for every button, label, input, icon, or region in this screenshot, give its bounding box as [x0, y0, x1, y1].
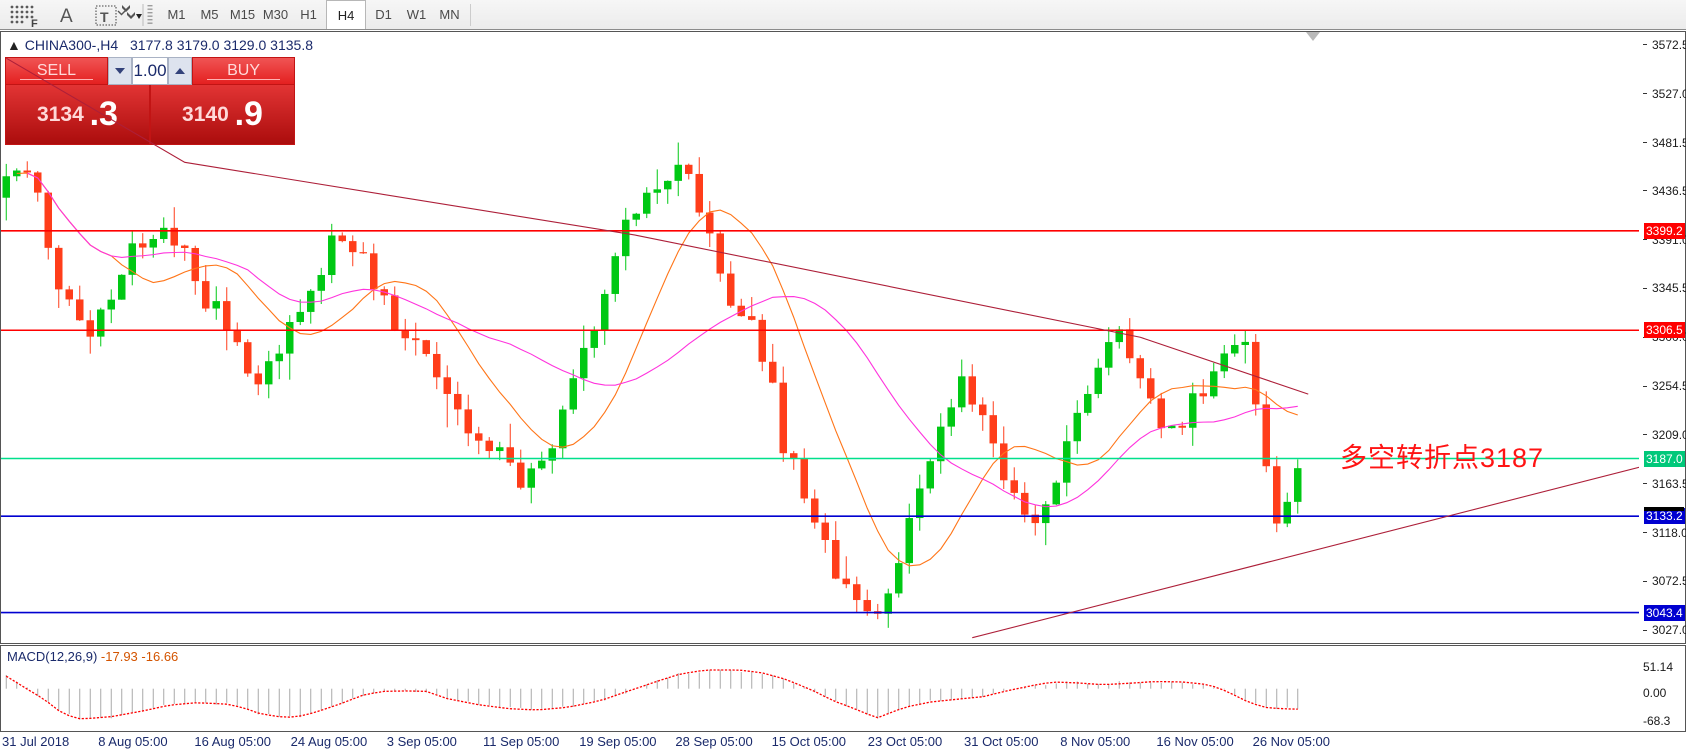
svg-text:F: F [31, 18, 38, 30]
svg-text:A: A [60, 6, 73, 27]
svg-text:T: T [100, 9, 109, 25]
